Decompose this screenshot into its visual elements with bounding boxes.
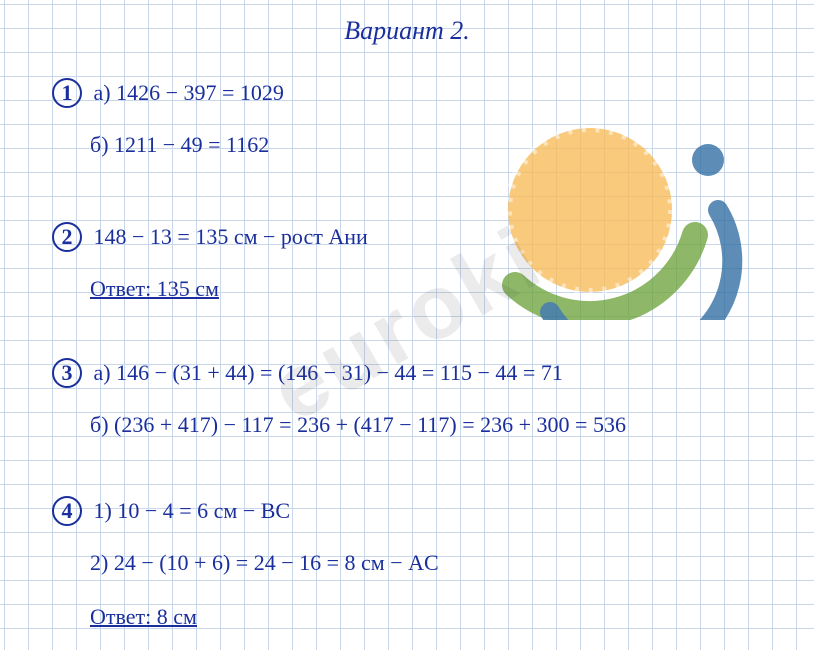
notebook-content: Вариант 2. 1 а) 1426 − 397 = 1029 б) 121…: [0, 0, 814, 650]
problem-line: 3 а) 146 − (31 + 44) = (146 − 31) − 44 =…: [52, 358, 563, 388]
math-text: а) 146 − (31 + 44) = (146 − 31) − 44 = 1…: [94, 360, 563, 385]
problem-line: Ответ: 8 см: [90, 604, 197, 630]
math-text: б) (236 + 417) − 117 = 236 + (417 − 117)…: [90, 412, 626, 437]
problem-number-bullet: 1: [52, 78, 82, 108]
math-text: 148 − 13 = 135 см − рост Ани: [94, 224, 368, 249]
problem-line: 2 148 − 13 = 135 см − рост Ани: [52, 222, 368, 252]
problem-number-bullet: 2: [52, 222, 82, 252]
problem-line: б) 1211 − 49 = 1162: [90, 132, 269, 158]
answer-text: Ответ: 8 см: [90, 604, 197, 629]
problem-line: 1 а) 1426 − 397 = 1029: [52, 78, 284, 108]
math-text: 1) 10 − 4 = 6 см − BC: [94, 498, 291, 523]
math-text: б) 1211 − 49 = 1162: [90, 132, 269, 157]
answer-text: Ответ: 135 см: [90, 276, 219, 301]
math-text: 2) 24 − (10 + 6) = 24 − 16 = 8 см − AC: [90, 550, 439, 575]
math-text: а) 1426 − 397 = 1029: [94, 80, 284, 105]
problem-line: Ответ: 135 см: [90, 276, 219, 302]
problem-number-bullet: 3: [52, 358, 82, 388]
problem-line: б) (236 + 417) − 117 = 236 + (417 − 117)…: [90, 412, 626, 438]
problem-line: 4 1) 10 − 4 = 6 см − BC: [52, 496, 290, 526]
problem-number-bullet: 4: [52, 496, 82, 526]
problem-line: 2) 24 − (10 + 6) = 24 − 16 = 8 см − AC: [90, 550, 439, 576]
page-title: Вариант 2.: [0, 16, 814, 46]
